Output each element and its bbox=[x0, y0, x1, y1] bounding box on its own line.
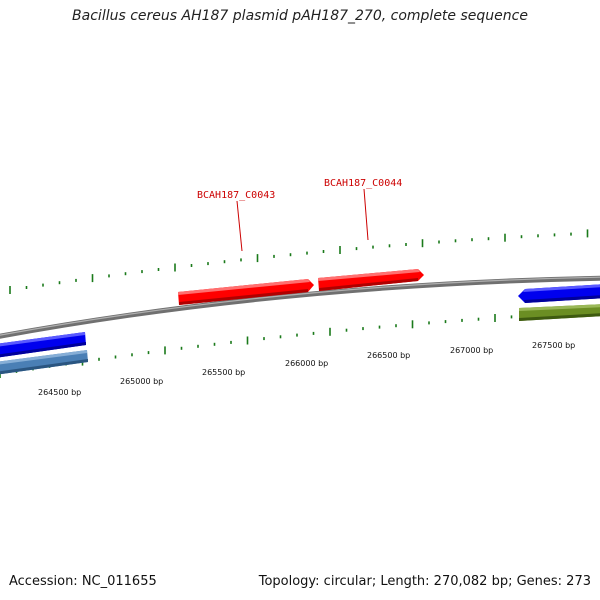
position-label-265000: 265000 bp bbox=[120, 377, 163, 386]
gene-label-c0044[interactable]: BCAH187_C0044 bbox=[324, 178, 402, 189]
gene-bcah187-c0043[interactable] bbox=[178, 279, 314, 305]
map-title: Bacillus cereus AH187 plasmid pAH187_270… bbox=[72, 8, 528, 24]
plasmid-backbone bbox=[0, 275, 600, 339]
gene-label-line-c0044 bbox=[363, 188, 369, 241]
position-label-267500: 267500 bp bbox=[532, 341, 575, 350]
position-label-266000: 266000 bp bbox=[285, 359, 328, 368]
position-label-265500: 265500 bp bbox=[202, 368, 245, 377]
topology-summary-text: Topology: circular; Length: 270,082 bp; … bbox=[258, 574, 591, 589]
gene-right-olive[interactable] bbox=[519, 304, 600, 321]
position-label-266500: 266500 bp bbox=[367, 351, 410, 360]
gene-right-blue[interactable] bbox=[518, 284, 600, 303]
plasmid-backbone-highlight bbox=[0, 276, 600, 336]
gene-label-line-c0043 bbox=[236, 200, 243, 252]
outer-tick-row bbox=[9, 229, 589, 294]
gene-bcah187-c0044[interactable] bbox=[318, 269, 424, 291]
position-label-267000: 267000 bp bbox=[450, 346, 493, 355]
gene-label-c0043[interactable]: BCAH187_C0043 bbox=[197, 190, 275, 201]
gene-left-blue[interactable] bbox=[0, 332, 86, 358]
accession-text: Accession: NC_011655 bbox=[9, 574, 157, 589]
gene-left-steelblue[interactable] bbox=[0, 350, 88, 375]
position-label-264500: 264500 bp bbox=[38, 388, 81, 397]
